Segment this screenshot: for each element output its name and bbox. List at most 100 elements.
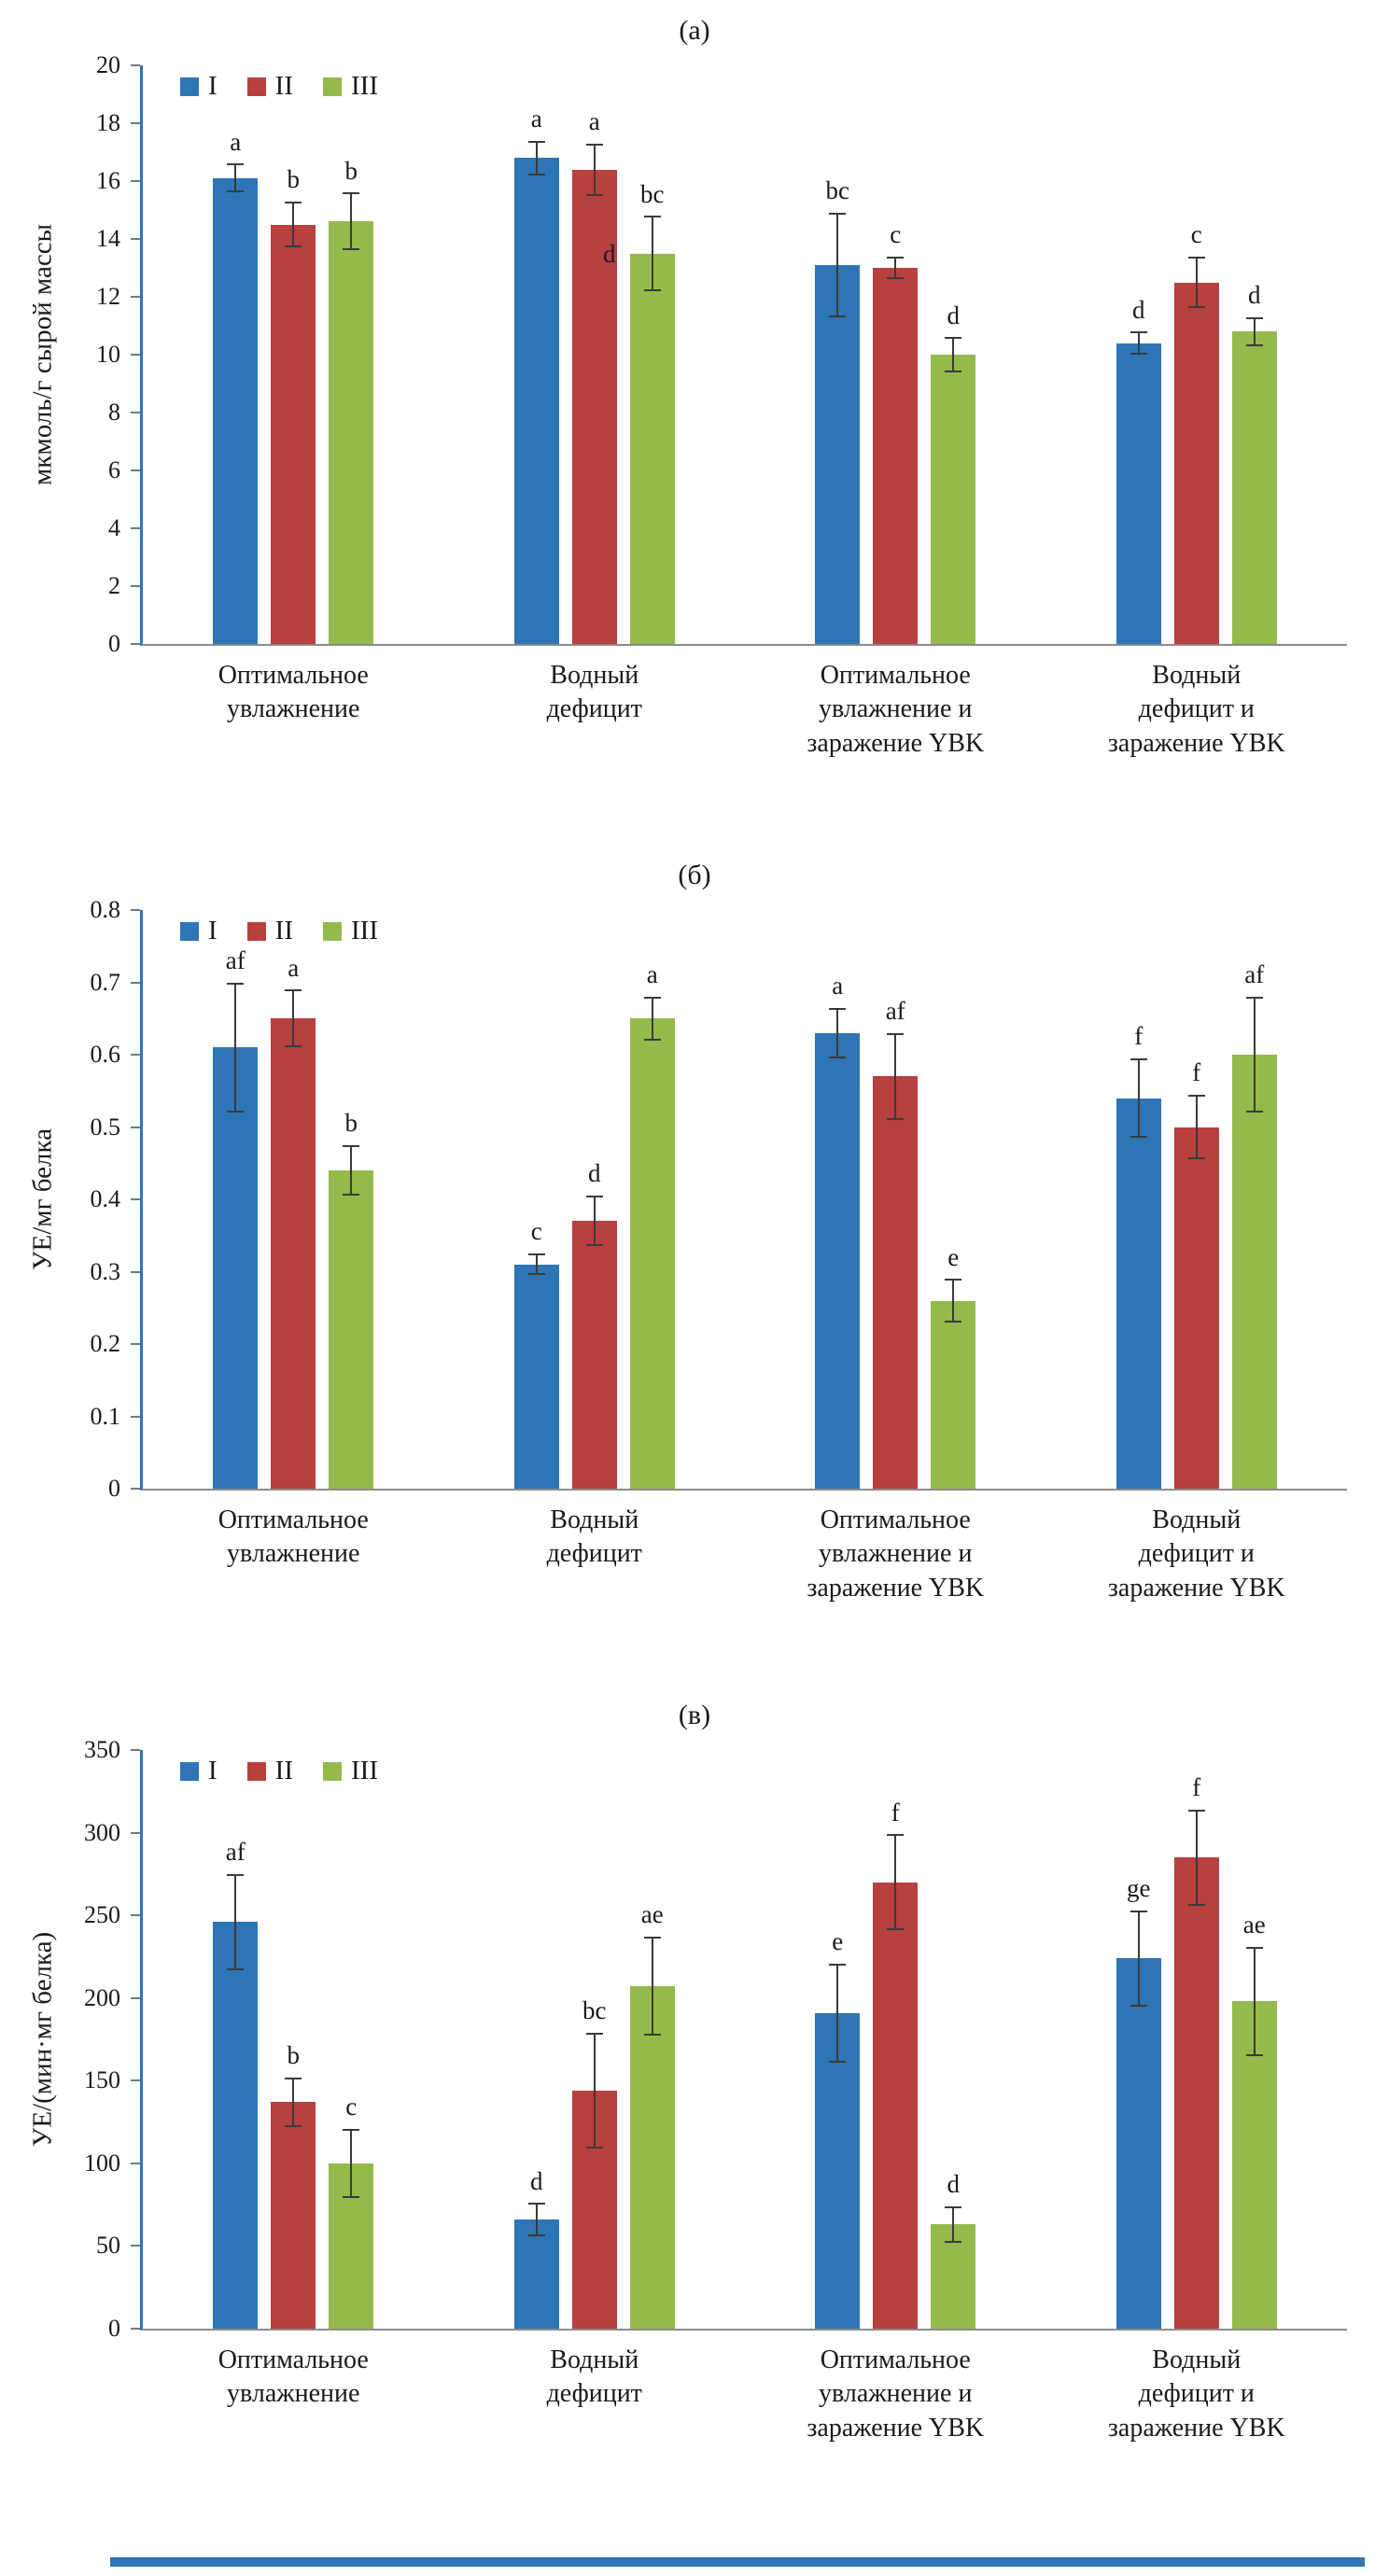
significance-label: ae — [640, 1900, 664, 1929]
y-tick-label: 300 — [84, 1818, 120, 1846]
legend-label: II — [274, 916, 293, 945]
error-bar-line — [894, 1834, 897, 1931]
bar-I-group1 — [213, 1047, 259, 1489]
error-bar — [343, 1144, 360, 1197]
error-bar-line — [535, 1253, 538, 1276]
legend-swatch — [180, 921, 199, 941]
legend: I II III — [180, 916, 378, 946]
x-category-label: Водный дефицит — [546, 2345, 642, 2409]
x-category-label: Оптимальное увлажнение и заражение YBK — [807, 2345, 985, 2443]
x-category-label: Оптимальное увлажнение — [217, 661, 369, 724]
error-bar-line — [1253, 1946, 1256, 2056]
y-tick-mark — [131, 2328, 140, 2330]
panel-b: (б) УЕ/мг белка 0 0.1 0.2 0.3 0.4 0.5 0.6 0.7 0.… — [0, 845, 1389, 1685]
bar-III-group4 — [1231, 331, 1277, 644]
x-category-label: Водный дефицит и заражение YBK — [1107, 1505, 1285, 1603]
error-bar-line — [292, 989, 295, 1048]
legend-swatch — [323, 1761, 342, 1781]
plot-area: 0 2 4 6 8 10 12 14 16 18 20 a a bc d b a c c b bc d d Оптимальн… — [96, 52, 1347, 758]
panel-a-title: (а) — [679, 15, 710, 46]
y-tick-label: 0 — [108, 2315, 120, 2342]
error-bar-line — [1195, 256, 1198, 309]
y-tick-mark — [131, 1914, 140, 1917]
bar-I-group4 — [1115, 1098, 1161, 1489]
x-category-label: Водный дефицит и заражение YBK — [1107, 661, 1285, 758]
significance-label: f — [1192, 1773, 1201, 1802]
y-tick-mark — [131, 643, 140, 645]
y-tick-label: 10 — [96, 341, 120, 368]
y-tick-label: 4 — [108, 514, 120, 541]
significance-label: c — [890, 219, 902, 248]
y-tick-label: 0.8 — [90, 896, 121, 923]
panel-c-y-axis-title: УЕ/(мин·мг белка) — [27, 1931, 58, 2148]
error-bar — [285, 201, 302, 248]
significance-label: a — [288, 953, 300, 982]
error-bar-line — [836, 213, 839, 317]
significance-label: af — [1244, 960, 1265, 989]
significance-label: d — [1132, 295, 1145, 324]
error-bar-line — [952, 1279, 955, 1323]
y-tick-mark — [131, 981, 140, 984]
error-bar-line — [292, 2077, 295, 2127]
error-bar-line — [1195, 1094, 1198, 1160]
y-tick-mark — [131, 1054, 140, 1056]
legend-label: I — [208, 1756, 217, 1785]
y-tick-label: 100 — [84, 2149, 120, 2177]
significance-label: c — [345, 2092, 358, 2121]
y-tick-label: 350 — [84, 1736, 120, 1763]
x-category-label: Водный дефицит и заражение YBK — [1107, 2345, 1285, 2443]
bottom-divider-bar — [110, 2557, 1365, 2567]
significance-label: a — [588, 107, 600, 136]
x-category-label: Водный дефицит — [546, 661, 642, 724]
y-tick-label: 0.3 — [90, 1257, 121, 1285]
legend-item: II — [246, 916, 293, 946]
error-bar — [1245, 1946, 1263, 2056]
error-bar-line — [535, 2203, 538, 2236]
y-tick-label: 150 — [84, 2066, 120, 2094]
error-bar-line — [1195, 1809, 1198, 1906]
error-bar-line — [952, 2205, 955, 2243]
y-tick-mark — [131, 238, 140, 240]
y-tick-label: 2 — [108, 572, 120, 599]
error-bar — [285, 2077, 302, 2128]
significance-label: a — [230, 127, 242, 156]
y-tick-label: 0 — [108, 1475, 120, 1502]
error-bar — [945, 337, 962, 372]
significance-label: ge — [1127, 1874, 1151, 1903]
error-bar — [829, 1963, 847, 2064]
y-tick-label: 0 — [108, 630, 120, 657]
legend-swatch — [323, 921, 342, 941]
error-bar-line — [1253, 316, 1256, 346]
legend-item: I — [180, 1756, 217, 1786]
error-bar-line — [894, 1032, 897, 1120]
bar-I-group1 — [213, 177, 259, 644]
y-tick-label: 0.6 — [90, 1041, 121, 1068]
y-tick-label: 0.4 — [90, 1185, 121, 1212]
legend-label: III — [351, 71, 378, 101]
error-bar-line — [1137, 1057, 1140, 1139]
y-tick-label: 8 — [108, 399, 120, 426]
error-bar — [829, 213, 847, 317]
bar-I-group4 — [1115, 1958, 1161, 2329]
significance-label: b — [287, 165, 301, 194]
y-tick-mark — [131, 122, 140, 124]
y-tick-label: 12 — [96, 283, 120, 310]
y-tick-mark — [131, 585, 140, 587]
legend-label: III — [351, 1756, 378, 1785]
error-bar — [585, 2032, 603, 2149]
error-bar — [887, 1834, 905, 1931]
y-tick-label: 0.1 — [90, 1402, 121, 1430]
error-bar-line — [234, 1873, 237, 1970]
significance-label: c — [530, 1217, 542, 1246]
error-bar — [527, 2203, 545, 2237]
legend-swatch — [246, 921, 266, 941]
panel-b-title: (б) — [678, 860, 711, 890]
significance-label: bc — [825, 176, 849, 205]
error-bar — [643, 216, 661, 291]
bar-I-group1 — [213, 1922, 259, 2329]
significance-label: a — [646, 960, 658, 989]
y-tick-mark — [131, 1996, 140, 1999]
y-tick-label: 18 — [96, 109, 120, 136]
y-tick-mark — [131, 1270, 140, 1273]
error-bar — [829, 1007, 847, 1059]
